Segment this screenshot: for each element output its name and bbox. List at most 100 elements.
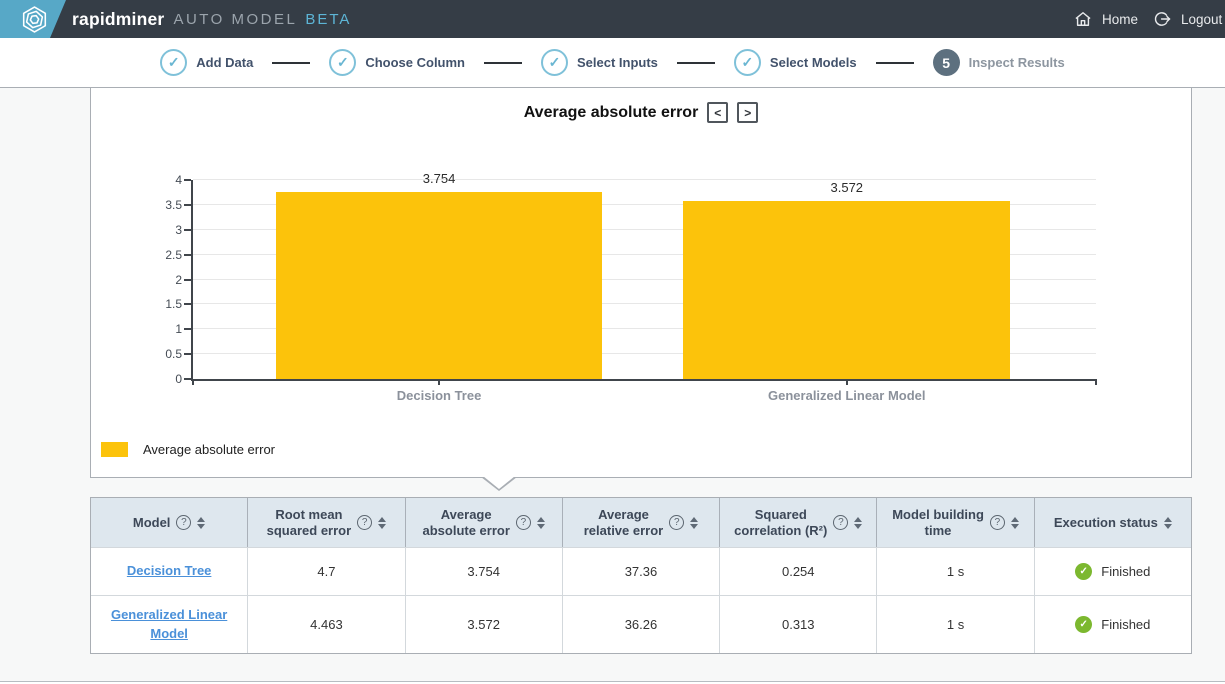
y-axis-tick [184,253,191,256]
sort-icon[interactable] [197,516,206,529]
table-row-generalized-linear-model: Generalized Linear Model 4.463 3.572 36.… [91,595,1191,653]
step-label: Select Inputs [577,55,658,70]
step-check-icon: ✓ [329,49,357,76]
chart-prev-button[interactable]: < [707,102,729,123]
x-axis-tick [845,379,848,385]
gridline [193,278,1096,280]
rapidminer-hexagon-icon [22,5,47,33]
gridline [193,203,1096,205]
step-check-icon: ✓ [541,49,568,76]
status-cell: ✓ Finished [1033,548,1191,595]
step-select-models[interactable]: ✓ Select Models [733,49,857,76]
help-icon[interactable]: ? [515,515,531,530]
bottom-divider [0,681,1225,682]
column-label: Model building time [892,506,984,538]
bottom-strip [0,682,1225,684]
logout-label: Logout [1181,11,1223,27]
y-axis-label: 0.5 [165,347,182,362]
sort-icon[interactable] [1010,516,1019,529]
chart-next-button[interactable]: > [737,102,759,123]
rapidminer-logo[interactable] [0,0,66,38]
model-cell: Generalized Linear Model [91,596,247,653]
y-axis-label: 0 [175,372,182,386]
gridline [193,303,1096,305]
step-add-data[interactable]: ✓ Add Data [160,49,253,76]
step-label: Select Models [769,55,857,70]
status-cell: ✓ Finished [1033,596,1191,653]
wizard-stepper: ✓ Add Data ✓ Choose Column ✓ Select Inpu… [0,38,1225,87]
gridline [193,179,1096,180]
status-finished-icon: ✓ [1075,563,1093,580]
step-choose-column[interactable]: ✓ Choose Column [329,49,465,76]
column-header-root-mean-squared-error[interactable]: Root mean squared error ? [247,498,404,547]
y-axis-tick [184,378,191,380]
step-connector [676,61,715,64]
status-text: Finished [1101,564,1151,579]
panel-notch-fill [483,476,515,489]
chart-panel: Average absolute error < > 0 0.5 1 1.5 2 2.5 3… [90,88,1192,491]
column-header-average-absolute-error[interactable]: Average absolute error ? [404,498,562,547]
gridline [193,228,1096,230]
home-icon [1075,12,1091,26]
column-label: Squared correlation (R²) [734,506,828,538]
column-header-model[interactable]: Model ? [91,498,247,547]
brand-name: rapidminer [72,8,165,29]
brand-line: rapidminer AUTO MODEL BETA [72,0,351,38]
y-axis-label: 1 [175,322,182,337]
table-header-row: Model ? Root mean squared error ? Averag… [91,498,1191,547]
model-link-decision-tree[interactable]: Decision Tree [126,563,212,579]
column-header-average-relative-error[interactable]: Average relative error ? [561,498,719,547]
step-connector [484,61,522,64]
y-axis-label: 2 [175,272,182,287]
step-select-inputs[interactable]: ✓ Select Inputs [541,49,658,76]
sort-icon[interactable] [378,516,387,529]
help-icon[interactable]: ? [176,515,192,530]
logout-icon [1154,12,1171,26]
help-icon[interactable]: ? [989,515,1005,530]
help-icon[interactable]: ? [669,515,685,530]
sort-icon[interactable] [1163,516,1172,529]
logout-button[interactable]: Logout [1152,0,1222,38]
model-link-generalized-linear-model[interactable]: Generalized Linear Model [110,607,228,641]
gridline [193,328,1096,330]
home-label: Home [1102,11,1139,27]
help-icon[interactable]: ? [833,515,849,530]
rmse-cell: 4.463 [247,596,404,653]
column-label: Root mean squared error [266,506,352,538]
column-header-model-building-time[interactable]: Model building time ? [876,498,1033,547]
bar-plot: 0 0.5 1 1.5 2 2.5 3 3.5 4 3.754 Decision Tree 3.572… [165,171,1097,403]
chart-title: Average absolute error [523,103,699,121]
column-header-squared-correlation[interactable]: Squared correlation (R²) ? [719,498,876,547]
sort-icon[interactable] [690,516,699,529]
x-axis-tick [192,379,194,385]
column-label: Average relative error [583,506,664,538]
y-axis-tick [184,179,191,181]
y-axis-tick [184,328,191,331]
sort-icon[interactable] [854,516,863,529]
help-icon[interactable]: ? [357,515,373,530]
aae-cell: 3.572 [404,596,562,653]
column-label: Average absolute error [422,506,510,538]
x-axis-tick [1095,379,1097,385]
bar-0[interactable] [275,192,603,379]
gridline [193,353,1096,355]
home-button[interactable]: Home [1073,0,1138,38]
chart-legend: Average absolute error [101,442,275,457]
r2-cell: 0.313 [719,596,876,653]
step-number-badge: 5 [932,49,960,76]
column-header-execution-status[interactable]: Execution status ? [1033,498,1191,547]
step-inspect-results[interactable]: 5 Inspect Results [932,49,1065,76]
bar-value-label: 3.572 [830,180,864,196]
bar-1[interactable] [683,201,1011,379]
y-axis-tick [184,353,191,356]
x-axis-tick [438,379,441,385]
sort-icon[interactable] [536,516,545,529]
legend-label: Average absolute error [143,442,276,457]
legend-swatch [101,442,128,457]
rmse-cell: 4.7 [247,548,404,595]
step-connector [875,61,914,64]
y-axis-tick [184,278,191,281]
y-axis-label: 4 [175,173,182,187]
chart-title-row: Average absolute error < > [91,102,1191,123]
